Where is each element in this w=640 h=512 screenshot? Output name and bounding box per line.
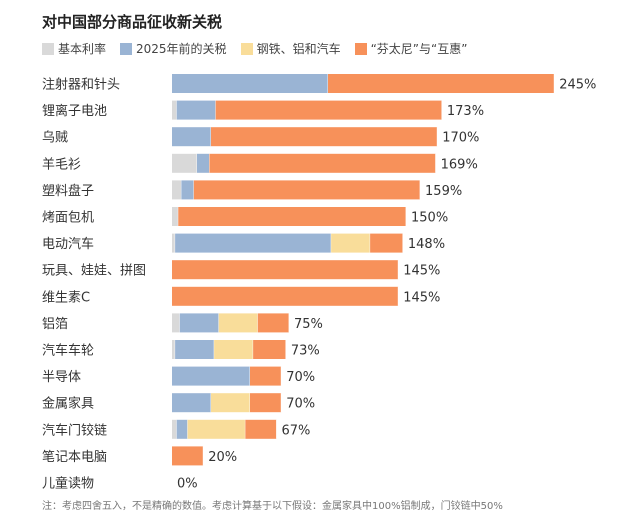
bar-segment — [175, 233, 332, 253]
legend-item-fentanyl-reciprocal: “芬太尼”与“互惠” — [354, 40, 468, 57]
bar-segment — [172, 446, 204, 466]
category-label: 乌贼 — [42, 130, 68, 146]
bar-segment — [328, 74, 555, 93]
legend-label-pre-2025: 2025年前的关税 — [136, 42, 227, 56]
bar-segment — [172, 100, 177, 120]
bar-segment — [193, 180, 421, 200]
bar-segment — [172, 127, 211, 147]
legend: 基本利率 2025年前的关税 钢铁、铝和汽车 “芬太尼”与“互惠” — [42, 40, 467, 57]
legend-item-base-rate: 基本利率 — [42, 40, 106, 57]
bar-segment — [253, 340, 286, 359]
category-label: 羊毛衫 — [42, 156, 81, 172]
total-value-label: 75% — [294, 317, 323, 332]
total-value-label: 70% — [286, 397, 315, 412]
legend-label-base-rate: 基本利率 — [58, 42, 107, 56]
category-label: 铝箔 — [42, 316, 68, 332]
bar-segment — [179, 313, 219, 333]
category-label: 电动汽车 — [42, 236, 94, 252]
total-value-label: 170% — [442, 131, 479, 146]
bar-segment — [215, 100, 442, 120]
bar-segment — [181, 180, 194, 200]
total-value-label: 67% — [282, 423, 311, 438]
legend-swatch-base-rate — [42, 42, 54, 55]
total-value-label: 150% — [411, 211, 448, 226]
total-value-label: 173% — [447, 104, 484, 119]
bar-segment — [172, 366, 250, 386]
bar-segment — [257, 313, 289, 333]
legend-item-steel-aluminum-auto: 钢铁、铝和汽车 — [240, 40, 341, 57]
total-value-label: 145% — [403, 290, 440, 305]
bar-segment — [196, 153, 210, 173]
total-value-label: 245% — [559, 78, 596, 93]
bar-segment — [211, 393, 250, 413]
bar-segment — [176, 419, 188, 439]
category-label: 汽车门铰链 — [42, 422, 107, 438]
bar-segment — [250, 393, 282, 413]
bar-segment — [172, 207, 179, 226]
legend-label-fentanyl-reciprocal: “芬太尼”与“互惠” — [370, 42, 468, 56]
legend-item-pre-2025: 2025年前的关税 — [120, 40, 227, 57]
footnote: 注：考虑四舍五入，不是精确的数值。考虑计算基于以下假设：金属家具中100%铝制成… — [42, 501, 503, 512]
category-label: 儿童读物 — [42, 476, 94, 492]
bar-segment — [209, 153, 436, 173]
category-label: 锂离子电池 — [42, 103, 107, 119]
bar-segment — [245, 419, 277, 439]
total-value-label: 148% — [408, 237, 445, 252]
category-label: 半导体 — [42, 370, 81, 385]
total-value-label: 0% — [177, 477, 198, 492]
bar-segment — [172, 260, 399, 280]
bar-segment — [172, 286, 399, 306]
total-value-label: 70% — [286, 370, 315, 385]
total-value-label: 73% — [291, 344, 320, 359]
bar-segment — [172, 340, 176, 359]
total-value-label: 20% — [208, 450, 237, 465]
legend-swatch-fentanyl-reciprocal — [354, 42, 367, 55]
bar-segment — [370, 233, 403, 253]
category-label: 维生素C — [42, 290, 90, 305]
bar-segment — [172, 419, 177, 439]
legend-swatch-pre-2025 — [120, 42, 133, 55]
chart-title: 对中国部分商品征收新关税 — [42, 13, 223, 31]
legend-label-steel-aluminum-auto: 钢铁、铝和汽车 — [256, 42, 341, 56]
bar-segment — [187, 419, 246, 439]
category-label: 玩具、娃娃、拼图 — [42, 264, 146, 279]
bar-segment — [172, 393, 211, 413]
total-value-label: 169% — [441, 157, 478, 172]
stacked-bar-chart: 注射器和针头 245% 锂离子电池 173% 乌贼 170% 羊毛衫 169% 塑料盘子 159%… — [42, 74, 596, 492]
category-label: 笔记本电脑 — [42, 449, 107, 465]
bar-segment — [211, 127, 438, 147]
category-label: 金属家具 — [42, 396, 94, 412]
bar-segment — [331, 233, 371, 253]
bar-segment — [176, 100, 216, 120]
bar-segment — [175, 340, 215, 359]
total-value-label: 145% — [403, 264, 440, 279]
bar-segment — [250, 366, 282, 386]
category-label: 塑料盘子 — [42, 183, 94, 199]
bar-segment — [172, 233, 176, 253]
bar-segment — [218, 313, 258, 333]
category-label: 注射器和针头 — [42, 77, 120, 93]
bar-segment — [214, 340, 254, 359]
bar-segment — [178, 207, 406, 226]
legend-swatch-steel-aluminum-auto — [240, 42, 253, 55]
category-label: 烤面包机 — [42, 211, 94, 226]
category-label: 汽车车轮 — [42, 343, 94, 359]
total-value-label: 159% — [425, 184, 462, 199]
bar-segment — [172, 74, 328, 93]
bar-segment — [172, 313, 180, 333]
bar-segment — [172, 153, 197, 173]
bar-segment — [172, 180, 182, 200]
